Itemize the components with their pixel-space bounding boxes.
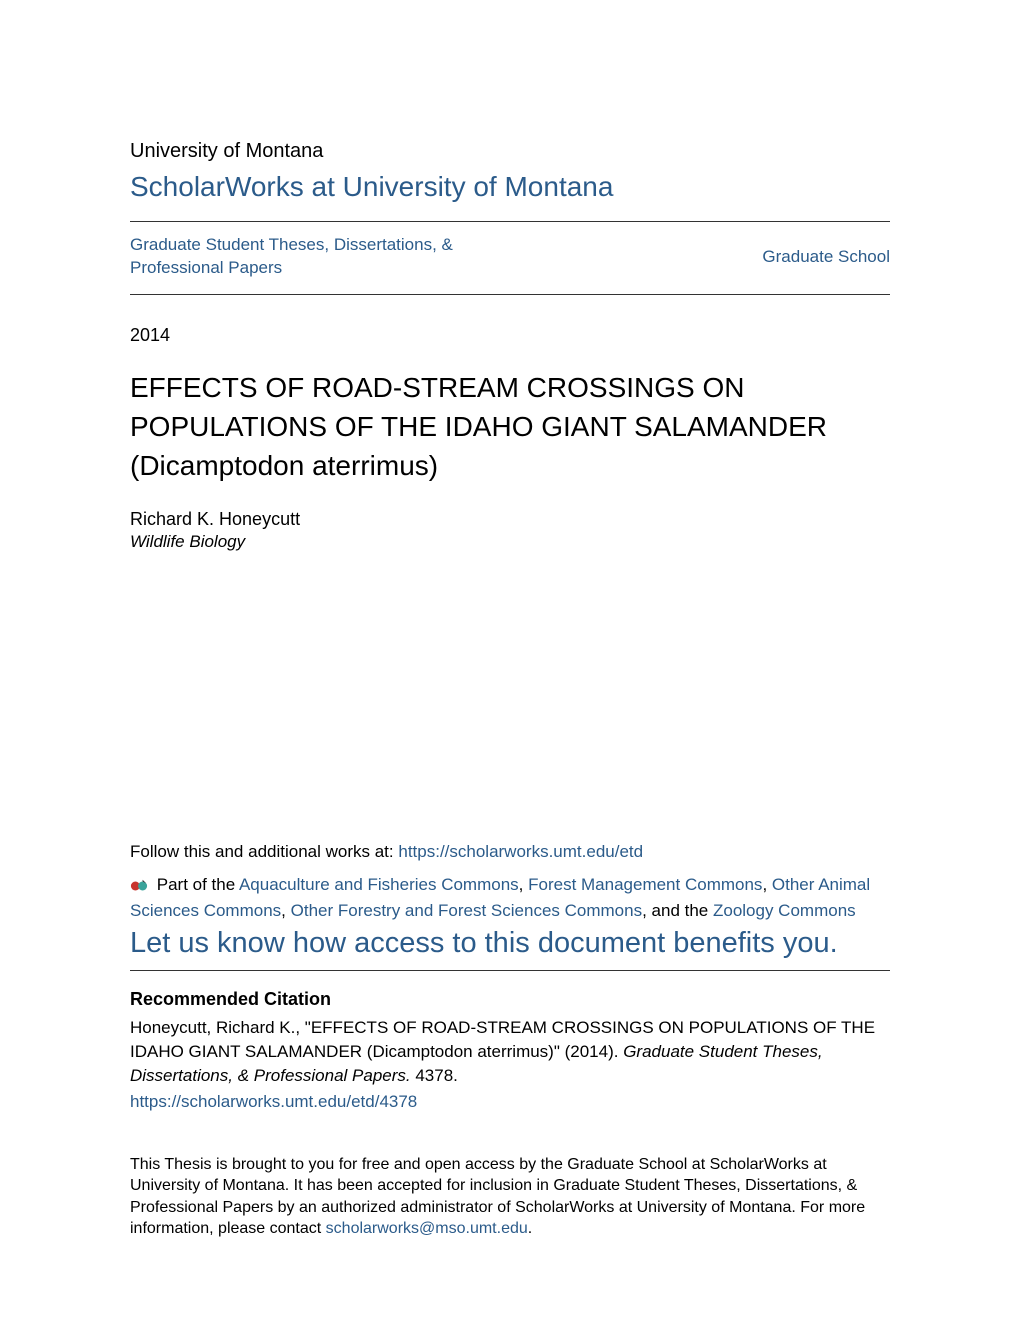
author-department: Wildlife Biology (130, 532, 890, 552)
citation-heading: Recommended Citation (130, 989, 890, 1010)
commons-link-forest-mgmt[interactable]: Forest Management Commons (528, 875, 762, 894)
citation-body: Honeycutt, Richard K., "EFFECTS OF ROAD-… (130, 1016, 890, 1113)
follow-prefix: Follow this and additional works at: (130, 842, 398, 861)
commons-link-other-forestry[interactable]: Other Forestry and Forest Sciences Commo… (291, 901, 642, 920)
university-name: University of Montana (130, 140, 890, 163)
partof-prefix: Part of the (157, 875, 239, 894)
footer-post: . (528, 1220, 532, 1237)
context-row: Graduate Student Theses, Dissertations, … (130, 222, 890, 294)
benefits-divider (130, 970, 890, 971)
follow-url-link[interactable]: https://scholarworks.umt.edu/etd (398, 842, 643, 861)
follow-works-text: Follow this and additional works at: htt… (130, 842, 890, 862)
school-link[interactable]: Graduate School (762, 247, 890, 267)
part-of-section: Part of the Aquaculture and Fisheries Co… (130, 872, 890, 923)
publication-year: 2014 (130, 325, 890, 346)
author-name: Richard K. Honeycutt (130, 509, 890, 530)
sep: , (281, 901, 290, 920)
context-divider (130, 294, 890, 295)
spacer (130, 552, 890, 842)
sep: , (762, 875, 771, 894)
contact-email-link[interactable]: scholarworks@mso.umt.edu (326, 1220, 528, 1237)
citation-url-link[interactable]: https://scholarworks.umt.edu/etd/4378 (130, 1090, 890, 1114)
repository-link[interactable]: ScholarWorks at University of Montana (130, 171, 890, 203)
citation-text-post: 4378. (411, 1066, 458, 1085)
benefits-link[interactable]: Let us know how access to this document … (130, 927, 890, 960)
footer-text: This Thesis is brought to you for free a… (130, 1154, 890, 1240)
collection-link[interactable]: Graduate Student Theses, Dissertations, … (130, 234, 500, 280)
network-icon (130, 877, 148, 895)
sep: , (519, 875, 528, 894)
commons-link-aquaculture[interactable]: Aquaculture and Fisheries Commons (239, 875, 519, 894)
commons-link-zoology[interactable]: Zoology Commons (713, 901, 856, 920)
paper-title: EFFECTS OF ROAD-STREAM CROSSINGS ON POPU… (130, 368, 890, 486)
sep: , and the (642, 901, 713, 920)
